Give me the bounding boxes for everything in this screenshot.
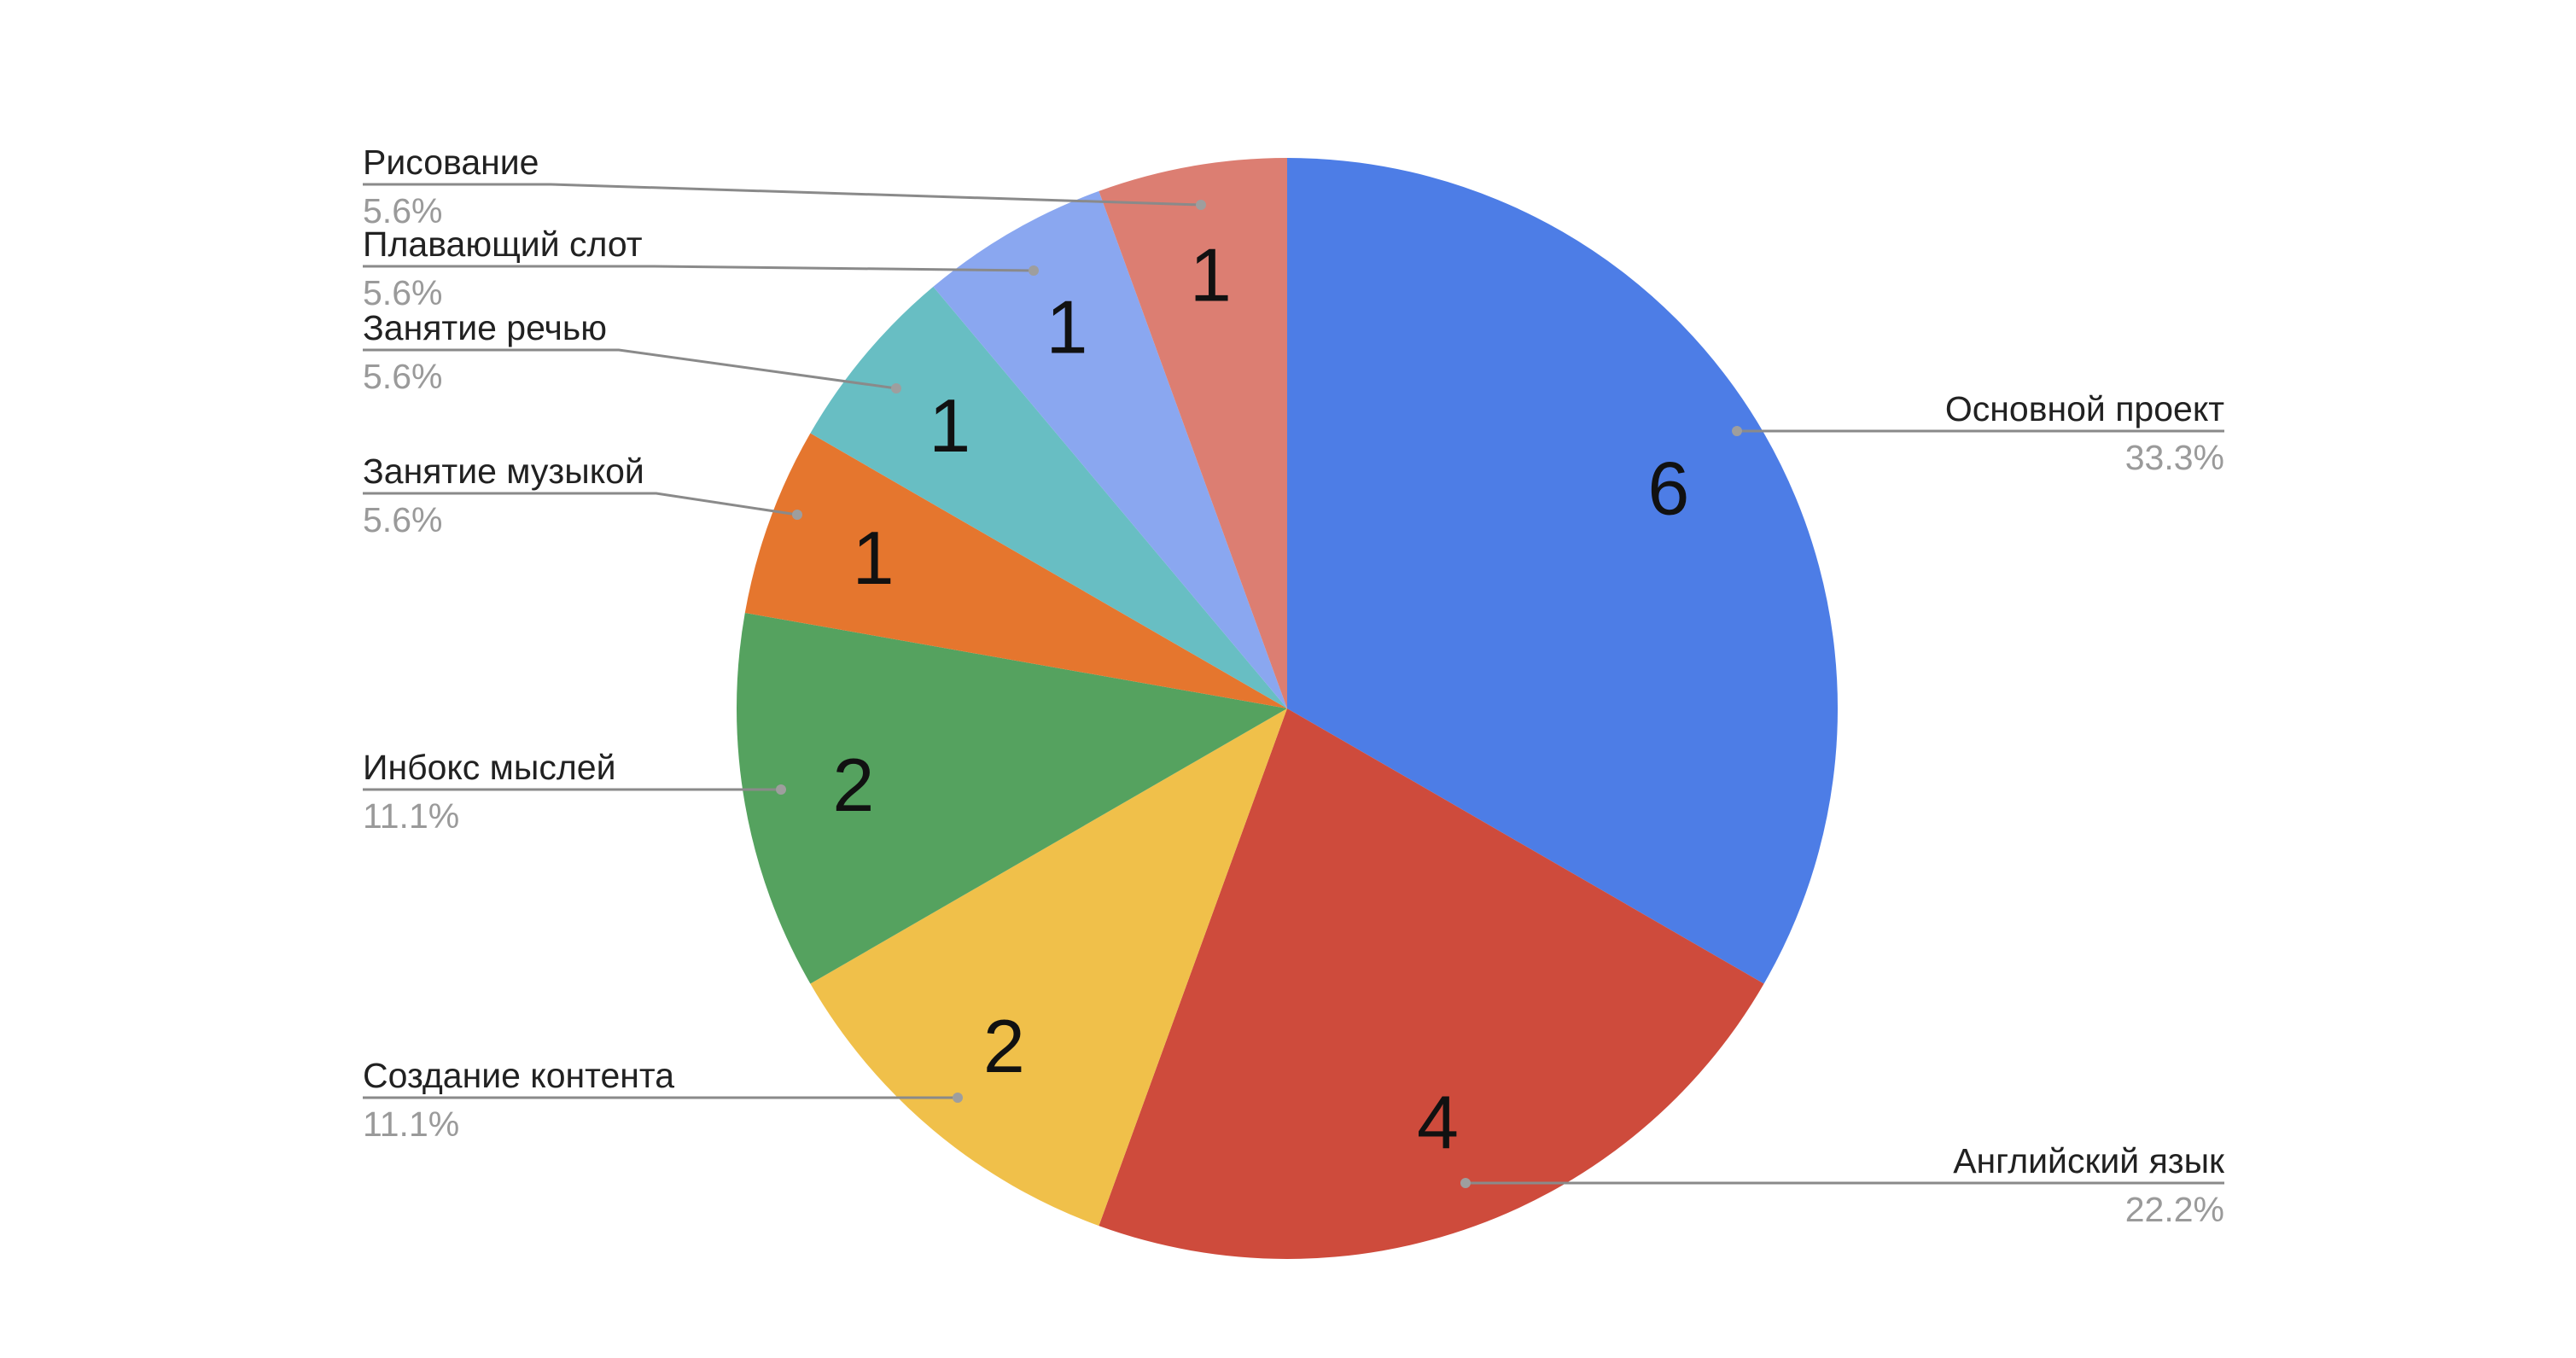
callout-dot — [953, 1093, 963, 1103]
pie-slice[interactable] — [810, 286, 1287, 708]
slice-value-label: 6 — [1647, 446, 1689, 531]
callout-dot — [792, 510, 802, 520]
pie-slice[interactable] — [736, 613, 1287, 984]
slice-value-label: 1 — [929, 383, 970, 468]
callout-dot — [1460, 1178, 1471, 1188]
slice-value-label: 2 — [832, 743, 874, 827]
callout-line — [363, 348, 897, 390]
callout-dot — [1732, 426, 1742, 436]
callout-dot — [1196, 200, 1206, 210]
callout-line — [363, 492, 798, 516]
pie-slice[interactable] — [933, 190, 1287, 708]
slice-value-label: 1 — [1046, 285, 1088, 370]
callout-dot — [1029, 265, 1039, 276]
slice-value-label: 2 — [983, 1004, 1025, 1088]
slice-value-label: 4 — [1417, 1080, 1459, 1164]
slice-value-label: 1 — [1190, 232, 1232, 317]
callout-dot — [891, 383, 901, 393]
pie-slice[interactable] — [1287, 158, 1839, 984]
pie-slice[interactable] — [1099, 708, 1764, 1260]
callout-line — [363, 265, 1034, 272]
callout-dot — [776, 784, 786, 795]
pie-slice[interactable] — [1099, 158, 1287, 708]
pie-slice[interactable] — [744, 433, 1287, 709]
callout-line — [363, 183, 1202, 207]
slice-value-label: 1 — [853, 516, 895, 600]
